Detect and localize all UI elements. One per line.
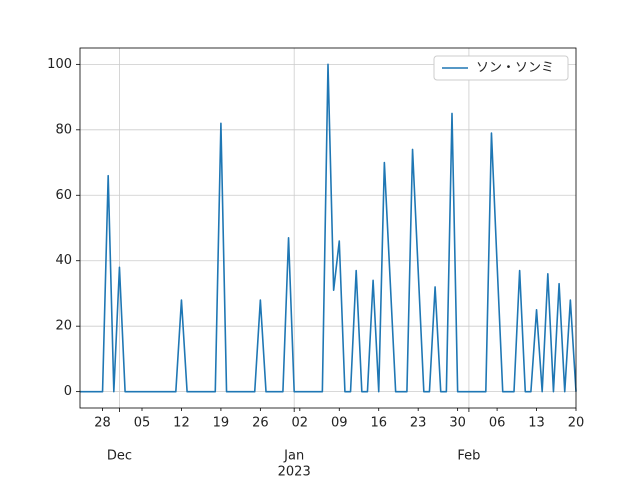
x-tick-label: 12 <box>173 416 190 431</box>
y-tick-label: 80 <box>55 122 72 137</box>
legend-box <box>433 55 569 81</box>
y-tick-label: 0 <box>64 384 72 399</box>
x-tick-label: 28 <box>94 416 111 431</box>
x-month-label: Dec <box>107 449 132 464</box>
x-tick-label: 16 <box>370 416 387 431</box>
y-tick-label: 100 <box>47 57 72 72</box>
x-tick-label: 09 <box>331 416 348 431</box>
x-tick-label: 06 <box>489 416 506 431</box>
plot-frame <box>79 47 577 409</box>
x-tick-label: 30 <box>449 416 466 431</box>
x-tick-label: 20 <box>568 416 585 431</box>
y-tick-label: 60 <box>55 188 72 203</box>
legend-label: ソン・ソンミ <box>476 61 554 76</box>
y-tick-label: 20 <box>55 319 72 334</box>
x-tick-label: 02 <box>292 416 309 431</box>
x-tick-label: 13 <box>528 416 545 431</box>
x-tick-label: 05 <box>134 416 151 431</box>
x-tick-label: 26 <box>252 416 269 431</box>
y-tick-label: 40 <box>55 253 72 268</box>
x-month-label: Feb <box>457 449 480 464</box>
series-line <box>80 63 577 393</box>
x-month-label: Jan <box>283 449 304 464</box>
x-tick-label: 19 <box>213 416 230 431</box>
x-year-label: 2023 <box>278 465 311 480</box>
x-tick-label: 23 <box>410 416 427 431</box>
